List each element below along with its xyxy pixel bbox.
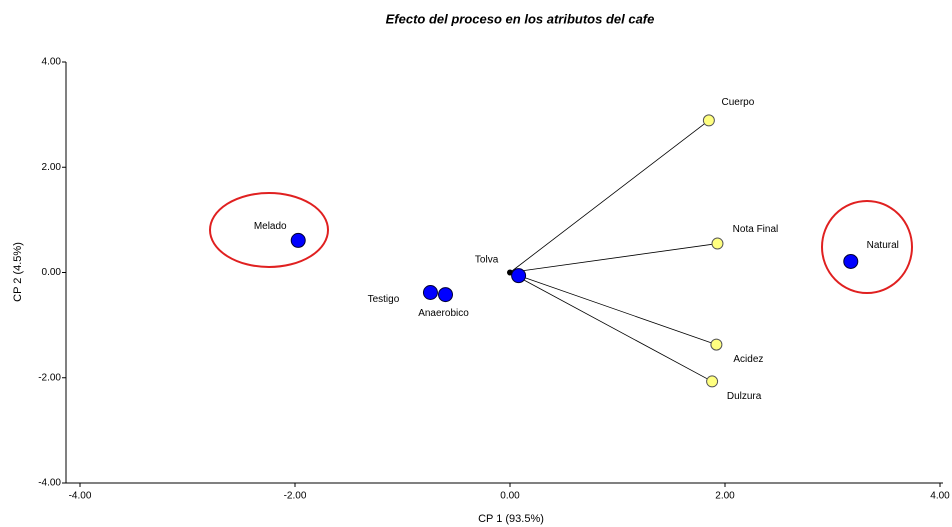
variable-point — [702, 114, 715, 127]
point — [843, 253, 859, 269]
point-label: Natural — [867, 240, 899, 251]
x-axis-title: CP 1 (93.5%) — [478, 513, 544, 525]
highlight-circle — [209, 192, 329, 268]
x-tick-label: -4.00 — [69, 491, 92, 502]
chart-title: Efecto del proceso en los atributos del … — [386, 11, 655, 26]
point-label: Cuerpo — [721, 97, 754, 108]
variable-point — [710, 338, 723, 351]
point-label: Melado — [254, 221, 287, 232]
x-tick-label: 2.00 — [715, 491, 735, 502]
y-tick-label: -2.00 — [38, 372, 61, 383]
point-label: Acidez — [733, 354, 763, 365]
point — [438, 287, 453, 303]
point — [422, 284, 438, 300]
highlight-circle — [821, 200, 913, 294]
vector — [509, 120, 710, 273]
variable-point — [706, 375, 719, 388]
point — [511, 268, 527, 284]
y-tick-label: -4.00 — [38, 478, 61, 489]
vector — [509, 272, 717, 345]
vector — [509, 243, 718, 273]
y-axis-title: CP 2 (4.5%) — [12, 242, 24, 302]
point-label: Dulzura — [727, 391, 762, 402]
point-label: Tolva — [475, 254, 499, 265]
point — [290, 232, 306, 248]
vector — [509, 272, 713, 382]
variable-point — [711, 237, 724, 250]
y-tick-label: 2.00 — [42, 162, 62, 173]
x-tick-label: 0.00 — [500, 491, 520, 502]
y-tick-label: 0.00 — [42, 267, 62, 278]
x-tick-label: -2.00 — [284, 491, 307, 502]
y-tick-label: 4.00 — [42, 57, 62, 68]
point-label: Anaerobico — [418, 308, 469, 319]
point-label: Nota Final — [733, 224, 779, 235]
point-label: Testigo — [368, 294, 400, 305]
x-tick-label: 4.00 — [930, 491, 950, 502]
